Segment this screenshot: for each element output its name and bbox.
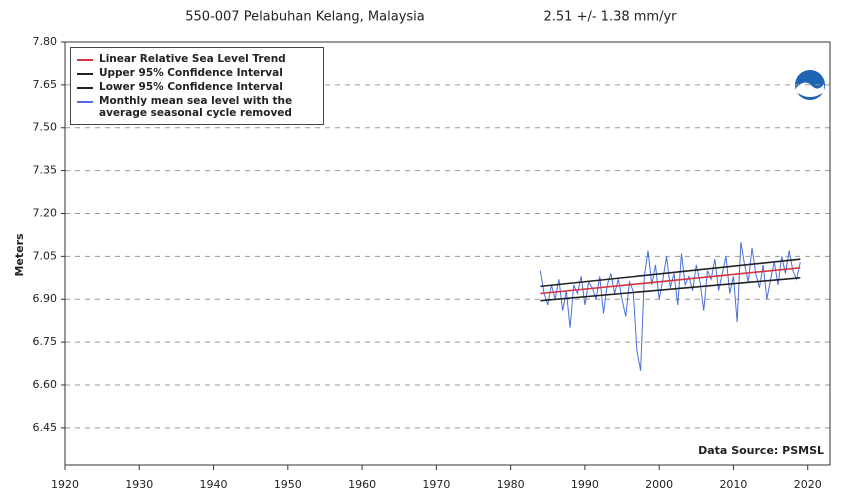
y-tick-label: 6.90 <box>33 292 58 305</box>
x-tick-label: 1960 <box>348 478 376 491</box>
y-tick-label: 7.05 <box>33 249 58 262</box>
legend-item: Lower 95% Confidence Interval <box>77 81 317 93</box>
x-tick-label: 1980 <box>497 478 525 491</box>
y-tick-label: 7.65 <box>33 78 58 91</box>
y-tick-label: 7.80 <box>33 35 58 48</box>
x-tick-label: 2010 <box>719 478 747 491</box>
y-tick-label: 7.50 <box>33 121 58 134</box>
x-tick-label: 1970 <box>422 478 450 491</box>
x-tick-label: 1940 <box>200 478 228 491</box>
legend-swatch <box>77 101 93 103</box>
x-tick-label: 2000 <box>645 478 673 491</box>
monthly-line <box>539 241 801 371</box>
trend-line <box>540 276 801 302</box>
y-tick-label: 7.35 <box>33 164 58 177</box>
plot-frame <box>64 41 831 466</box>
x-tick-label: 2020 <box>794 478 822 491</box>
y-tick-label: 6.60 <box>33 378 58 391</box>
y-tick-label: 6.75 <box>33 335 58 348</box>
annotation: Data Source: PSMSL <box>698 444 824 457</box>
legend-item: Upper 95% Confidence Interval <box>77 67 317 79</box>
x-tick-label: 1950 <box>274 478 302 491</box>
y-tick-label: 6.45 <box>33 421 58 434</box>
legend-label: Monthly mean sea level with the average … <box>99 95 293 119</box>
legend-item: Linear Relative Sea Level Trend <box>77 53 317 65</box>
trend-line <box>540 258 801 288</box>
chart-title: 550-007 Pelabuhan Kelang, Malaysia <box>185 10 424 25</box>
legend: Linear Relative Sea Level Trend Upper 95%… <box>70 47 324 125</box>
y-axis-label: Meters <box>13 233 26 277</box>
x-tick-label: 1920 <box>51 478 79 491</box>
x-tick-label: 1930 <box>125 478 153 491</box>
legend-swatch <box>77 87 93 89</box>
legend-label: Upper 95% Confidence Interval <box>99 67 283 79</box>
trend-line <box>540 266 801 295</box>
legend-label: Linear Relative Sea Level Trend <box>99 53 286 65</box>
legend-swatch <box>77 73 93 75</box>
legend-swatch <box>77 59 93 61</box>
y-tick-label: 7.20 <box>33 206 58 219</box>
chart-subtitle: 2.51 +/- 1.38 mm/yr <box>544 10 678 25</box>
legend-label: Lower 95% Confidence Interval <box>99 81 283 93</box>
x-tick-label: 1990 <box>571 478 599 491</box>
legend-item: Monthly mean sea level with the average … <box>77 95 317 119</box>
